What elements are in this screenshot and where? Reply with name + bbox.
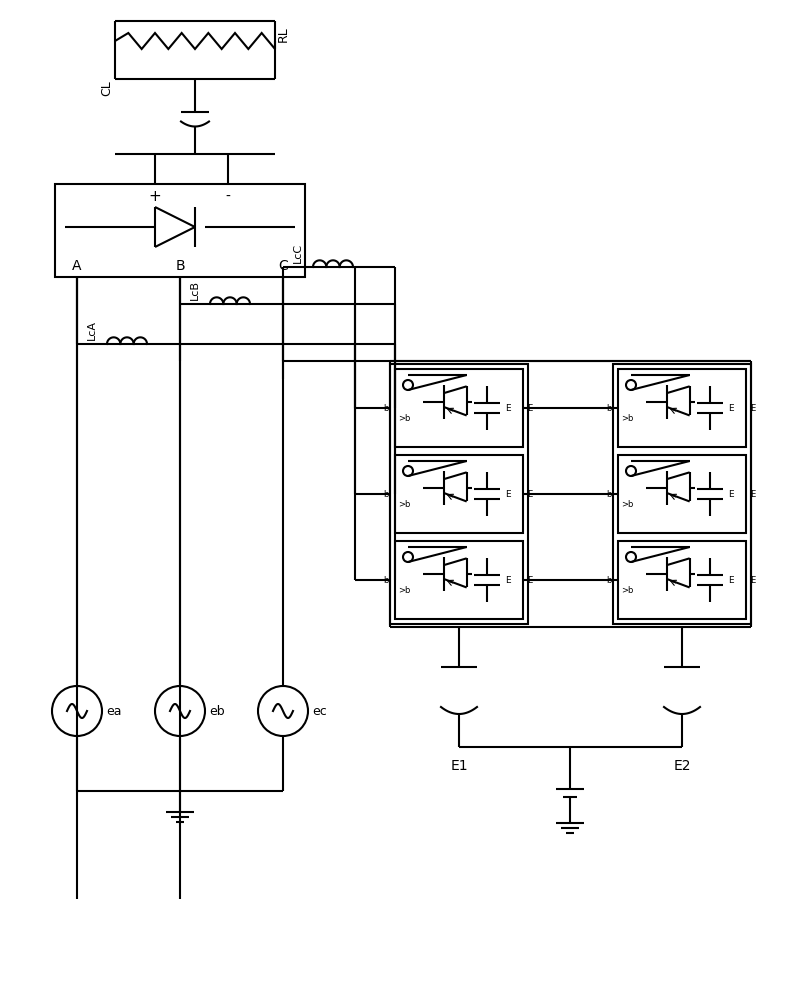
Text: E: E — [527, 405, 532, 414]
Text: E: E — [750, 490, 755, 499]
Text: E: E — [527, 576, 532, 584]
Text: E: E — [505, 490, 510, 499]
Text: C: C — [278, 258, 288, 272]
Text: E: E — [728, 490, 734, 499]
Text: LcC: LcC — [293, 243, 303, 262]
Text: E2: E2 — [674, 758, 690, 772]
Text: E: E — [505, 576, 510, 584]
Text: E: E — [728, 576, 734, 584]
Text: >b: >b — [398, 499, 410, 508]
Text: b: b — [384, 405, 389, 414]
Bar — [55, 185, 305, 277]
Text: ea: ea — [106, 705, 122, 718]
Text: E1: E1 — [450, 758, 468, 772]
Text: b: b — [384, 490, 389, 499]
Text: E: E — [728, 405, 734, 414]
Text: E: E — [750, 576, 755, 584]
Text: E: E — [750, 405, 755, 414]
Text: RL: RL — [277, 26, 290, 42]
Text: >b: >b — [398, 414, 410, 422]
Text: b: b — [606, 490, 612, 499]
Bar — [618, 370, 746, 447]
Text: b: b — [606, 576, 612, 584]
Text: B: B — [175, 258, 185, 272]
Text: >b: >b — [398, 585, 410, 594]
Bar — [390, 365, 528, 624]
Text: >b: >b — [621, 414, 634, 422]
Text: CL: CL — [100, 81, 113, 95]
Bar — [613, 365, 751, 624]
Text: b: b — [606, 405, 612, 414]
Text: LcA: LcA — [87, 320, 97, 340]
Text: A: A — [72, 258, 82, 272]
Text: >b: >b — [621, 499, 634, 508]
Text: -: - — [226, 190, 230, 204]
Text: E: E — [505, 405, 510, 414]
Text: E: E — [527, 490, 532, 499]
Bar — [618, 455, 746, 534]
Text: >b: >b — [621, 585, 634, 594]
Bar — [395, 542, 523, 619]
Text: b: b — [384, 576, 389, 584]
Text: LcB: LcB — [190, 279, 200, 300]
Text: ec: ec — [312, 705, 326, 718]
Text: +: + — [149, 189, 162, 205]
Bar — [395, 455, 523, 534]
Text: eb: eb — [209, 705, 225, 718]
Bar — [618, 542, 746, 619]
Bar — [395, 370, 523, 447]
